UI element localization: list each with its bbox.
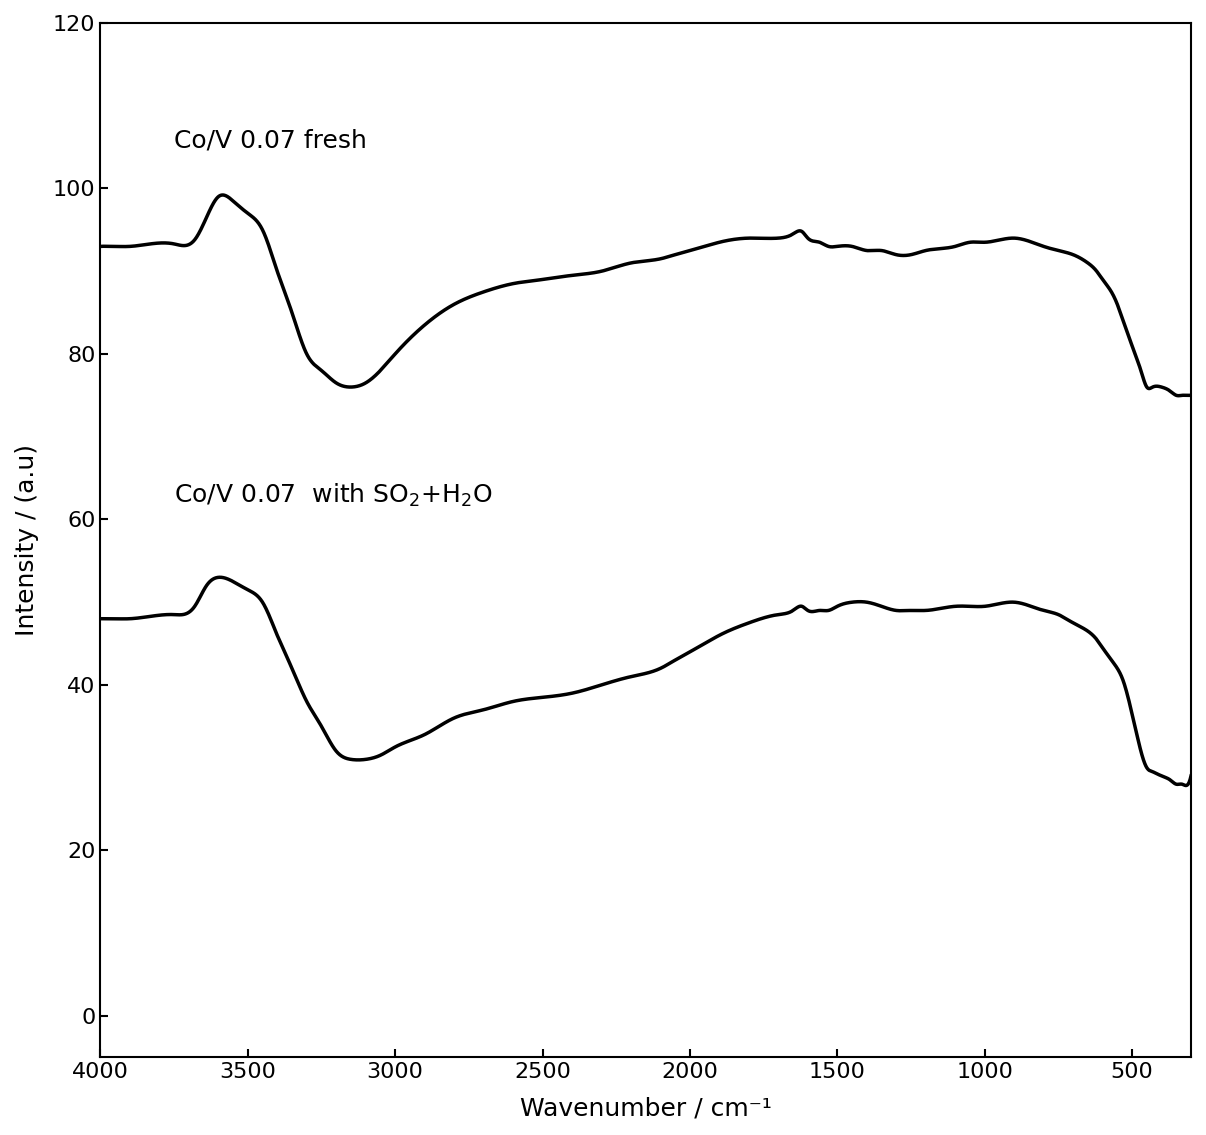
X-axis label: Wavenumber / cm⁻¹: Wavenumber / cm⁻¹ — [520, 1096, 772, 1120]
Text: Co/V 0.07  with SO$_2$+H$_2$O: Co/V 0.07 with SO$_2$+H$_2$O — [174, 482, 492, 510]
Y-axis label: Intensity / (a.u): Intensity / (a.u) — [14, 444, 39, 636]
Text: Co/V 0.07 fresh: Co/V 0.07 fresh — [174, 128, 367, 152]
